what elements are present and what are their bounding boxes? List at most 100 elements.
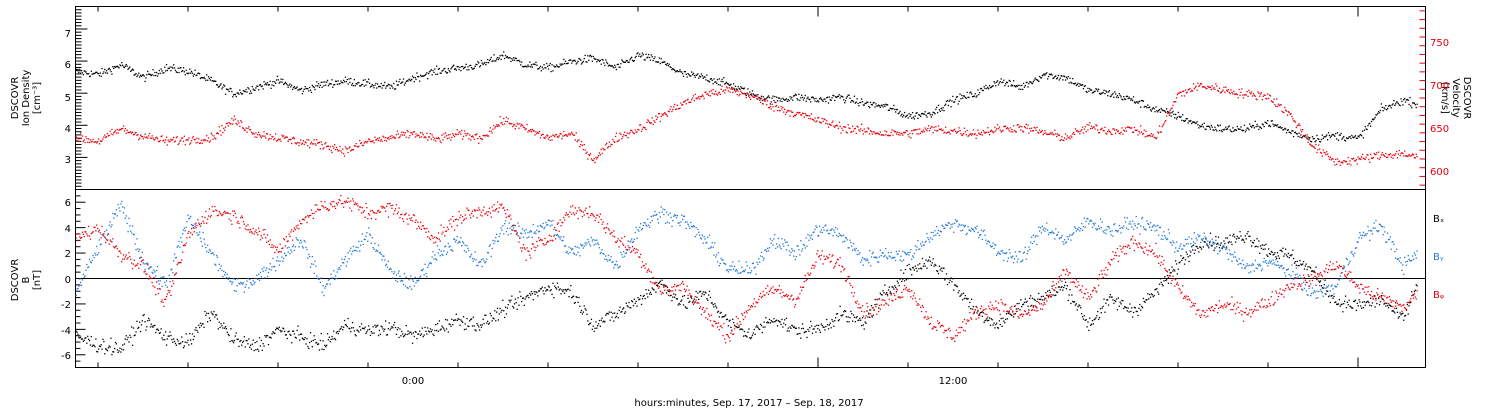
data-point <box>749 337 751 339</box>
data-point <box>682 75 685 77</box>
data-point <box>728 320 730 322</box>
data-point <box>149 266 152 268</box>
data-point <box>464 323 466 325</box>
data-point <box>1310 141 1313 143</box>
data-point <box>415 78 417 81</box>
data-point <box>1064 137 1066 139</box>
data-point <box>882 290 884 292</box>
data-point <box>902 116 904 118</box>
data-point <box>293 249 296 251</box>
data-point <box>364 141 366 143</box>
data-point <box>1163 110 1165 112</box>
data-point <box>1083 128 1085 130</box>
data-point <box>704 291 706 293</box>
data-point <box>582 148 584 151</box>
data-point <box>205 247 207 249</box>
data-point <box>283 252 286 254</box>
data-point <box>173 260 175 262</box>
data-point <box>1321 134 1323 136</box>
data-point <box>515 125 517 127</box>
data-point <box>250 283 253 285</box>
data-point <box>498 57 500 59</box>
data-point <box>1178 115 1180 118</box>
data-point <box>94 252 96 255</box>
data-point <box>702 77 704 79</box>
data-point <box>778 97 780 99</box>
data-point <box>176 71 178 74</box>
data-point <box>140 135 143 137</box>
data-point <box>1303 268 1306 270</box>
data-point <box>1165 120 1167 122</box>
data-point <box>785 98 788 100</box>
data-point <box>657 282 660 285</box>
data-point <box>147 320 149 322</box>
data-point <box>189 68 191 70</box>
data-point <box>1059 139 1061 142</box>
data-point <box>1251 91 1253 93</box>
data-point <box>465 63 467 65</box>
data-point <box>626 305 628 307</box>
data-point <box>900 115 902 117</box>
data-point <box>196 232 198 234</box>
data-point <box>991 319 993 321</box>
data-point <box>141 320 143 322</box>
data-point <box>269 336 271 338</box>
data-point <box>357 246 359 249</box>
data-point <box>938 265 941 267</box>
data-point <box>316 275 318 277</box>
data-point <box>230 281 232 283</box>
data-point <box>990 86 992 88</box>
data-point <box>1172 104 1174 106</box>
data-point <box>775 320 777 322</box>
data-point <box>1218 247 1221 249</box>
data-point <box>659 280 661 282</box>
data-point <box>166 69 168 72</box>
data-point <box>1090 89 1093 91</box>
data-point <box>507 57 509 59</box>
data-point <box>1273 125 1275 127</box>
data-point <box>619 66 621 68</box>
data-point <box>1045 292 1047 294</box>
data-point <box>1252 125 1255 127</box>
data-point <box>722 81 724 83</box>
data-point <box>653 120 655 122</box>
data-point <box>258 84 261 86</box>
data-point <box>399 78 401 81</box>
data-point <box>478 62 480 64</box>
data-point <box>583 305 585 307</box>
data-point <box>1277 103 1280 105</box>
data-point <box>1348 163 1350 165</box>
data-point <box>221 125 223 127</box>
data-point <box>913 129 915 131</box>
data-point <box>725 82 727 84</box>
data-point <box>158 140 160 143</box>
data-point <box>351 149 353 151</box>
data-point <box>335 332 338 334</box>
data-point <box>277 138 279 140</box>
data-point <box>1306 134 1308 136</box>
data-point <box>1005 81 1008 83</box>
data-point <box>466 318 468 320</box>
data-point <box>555 287 557 289</box>
data-point <box>297 325 299 327</box>
data-point <box>1344 161 1347 163</box>
data-point <box>739 328 741 331</box>
data-point <box>360 244 362 246</box>
data-point <box>1276 257 1278 260</box>
data-point <box>923 113 925 115</box>
data-point <box>892 286 894 289</box>
data-point <box>1053 134 1055 136</box>
data-point <box>1337 303 1340 305</box>
data-point <box>170 269 172 271</box>
data-point <box>1400 98 1402 100</box>
data-point <box>479 135 481 138</box>
data-point <box>1176 116 1178 118</box>
data-point <box>91 345 93 347</box>
data-point <box>341 326 343 328</box>
data-point <box>716 307 718 309</box>
data-point <box>1339 134 1341 136</box>
data-point <box>146 74 148 76</box>
data-point <box>1010 314 1012 316</box>
data-point <box>287 140 289 142</box>
data-point <box>1322 149 1324 151</box>
